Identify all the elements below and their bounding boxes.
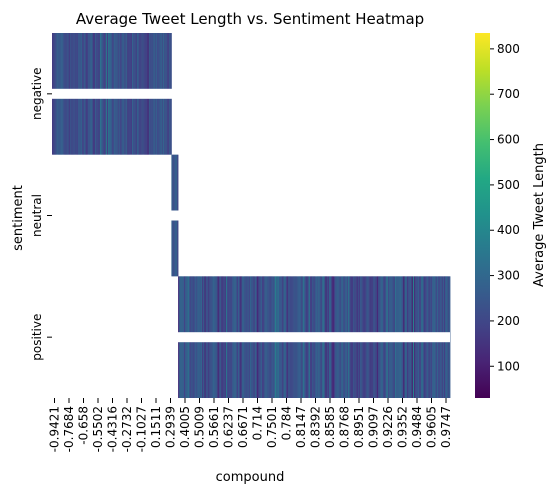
x-tick-label: 0.8768 [338, 406, 352, 448]
x-tick-label: 0.9484 [410, 406, 424, 448]
x-tick-label: 0.5009 [193, 406, 207, 448]
x-tick-label: 0.8147 [294, 406, 308, 448]
colorbar-tick-label: 200 [497, 314, 520, 328]
row-separator [52, 332, 450, 343]
heatmap-gaps [52, 88, 450, 343]
x-tick-label: 0.5661 [207, 406, 221, 448]
x-tick-label: 0.784 [280, 406, 294, 440]
colorbar-label: Average Tweet Length [532, 143, 547, 287]
colorbar [475, 33, 490, 398]
y-tick-label: negative [30, 68, 44, 120]
x-tick-label: 0.7501 [265, 406, 279, 448]
colorbar-tick-label: 800 [497, 42, 520, 56]
colorbar-tick-label: 100 [497, 359, 520, 373]
colorbar-tick-label: 400 [497, 223, 520, 237]
x-tick-label: 0.8392 [309, 406, 323, 448]
y-tick-label: neutral [30, 194, 44, 237]
colorbar-ticks: 100 200 300 400 500 600 700 800 [490, 42, 520, 373]
x-tick-label: 0.9352 [396, 406, 410, 448]
x-tick-label: 0.9097 [367, 406, 381, 448]
x-tick-label: -0.7684 [62, 406, 76, 452]
x-tick-label: 0.9226 [381, 406, 395, 448]
colorbar-tick-label: 700 [497, 87, 520, 101]
x-tick-label: 0.1511 [149, 406, 163, 448]
x-tick-label: 0.8585 [323, 406, 337, 448]
y-axis-ticks: negative neutral positive [30, 68, 52, 361]
x-tick-label: -0.5502 [91, 406, 105, 452]
row-separator [52, 210, 450, 221]
x-tick-label: -0.9421 [48, 406, 62, 452]
x-tick-label: -0.1027 [135, 406, 149, 452]
x-tick-label: -0.4316 [106, 406, 120, 452]
x-tick-label: 0.9605 [425, 406, 439, 448]
y-tick-label: positive [30, 314, 44, 361]
x-tick-label: -0.658 [77, 406, 91, 445]
chart-title: Average Tweet Length vs. Sentiment Heatm… [76, 10, 424, 28]
x-tick-label: -0.2732 [120, 406, 134, 452]
x-axis-label: compound [216, 470, 285, 485]
x-tick-label: 0.714 [251, 406, 265, 440]
x-tick-label: 0.6237 [222, 406, 236, 448]
colorbar-tick-label: 600 [497, 133, 520, 147]
colorbar-tick-label: 300 [497, 269, 520, 283]
x-axis-ticks: -0.9421 -0.7684 -0.658 -0.5502 -0.4316 -0.273… [48, 398, 453, 452]
x-tick-label: 0.6671 [236, 406, 250, 448]
row-separator [52, 88, 450, 99]
y-axis-label: sentiment [11, 185, 26, 251]
colorbar-tick-label: 500 [497, 178, 520, 192]
x-tick-label: 0.4005 [178, 406, 192, 448]
x-tick-label: 0.9747 [439, 406, 453, 448]
x-tick-label: 0.2939 [164, 406, 178, 448]
x-tick-label: 0.8951 [352, 406, 366, 448]
